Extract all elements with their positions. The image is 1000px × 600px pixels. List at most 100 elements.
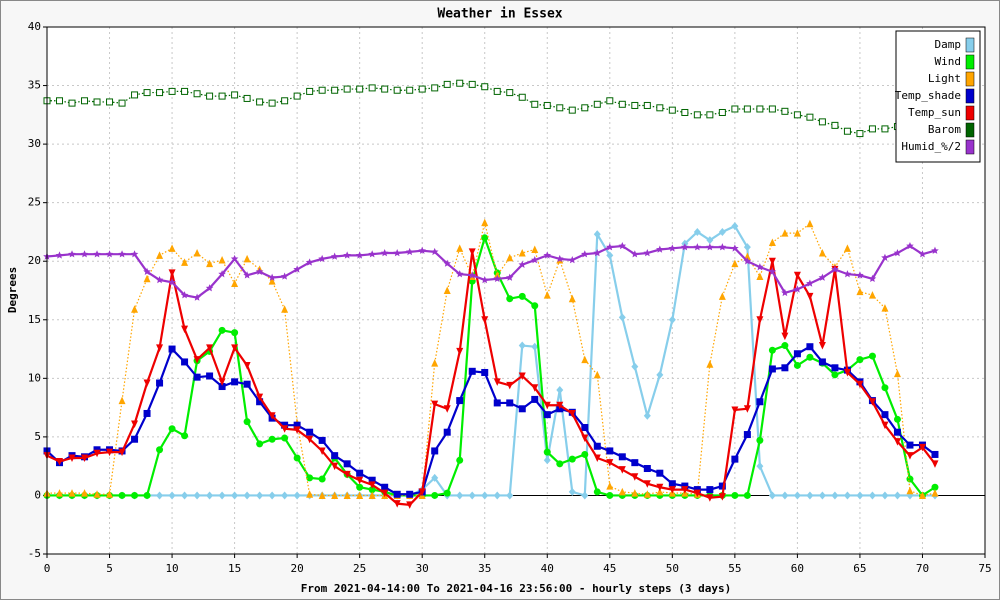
data-point bbox=[618, 313, 626, 322]
data-point bbox=[781, 491, 789, 500]
data-point bbox=[131, 491, 139, 499]
data-point bbox=[156, 491, 164, 500]
data-point bbox=[668, 480, 676, 488]
data-point bbox=[143, 267, 151, 275]
data-point bbox=[543, 291, 551, 299]
data-point bbox=[455, 270, 464, 278]
data-point bbox=[706, 243, 714, 251]
data-point bbox=[193, 293, 201, 301]
y-tick-label: 25 bbox=[28, 196, 41, 209]
data-point bbox=[806, 292, 814, 301]
data-point bbox=[281, 425, 289, 433]
data-point bbox=[831, 364, 839, 372]
data-point bbox=[243, 271, 251, 279]
x-tick-label: 40 bbox=[541, 562, 554, 575]
data-point bbox=[893, 438, 901, 446]
data-point bbox=[93, 250, 101, 258]
legend-swatch bbox=[965, 71, 975, 87]
data-point bbox=[868, 398, 876, 406]
x-tick-label: 20 bbox=[291, 562, 304, 575]
x-tick-label: 55 bbox=[728, 562, 741, 575]
data-point bbox=[931, 450, 939, 458]
x-axis-title: From 2021-04-14:00 To 2021-04-16 23:56:0… bbox=[301, 582, 731, 595]
data-point bbox=[156, 251, 164, 259]
data-point bbox=[868, 291, 876, 299]
data-point bbox=[568, 106, 576, 114]
data-point bbox=[756, 398, 764, 406]
data-point bbox=[393, 86, 401, 94]
data-point bbox=[418, 246, 427, 254]
data-point bbox=[531, 384, 539, 392]
data-point bbox=[105, 250, 114, 258]
data-point bbox=[368, 476, 376, 484]
data-point bbox=[306, 490, 314, 498]
data-point bbox=[381, 85, 389, 93]
data-point bbox=[618, 453, 626, 461]
data-point bbox=[631, 473, 639, 481]
data-point bbox=[356, 476, 364, 485]
data-point bbox=[818, 249, 826, 257]
x-tick-label: 10 bbox=[165, 562, 178, 575]
data-point bbox=[893, 249, 902, 257]
data-point bbox=[918, 443, 926, 452]
data-point bbox=[306, 435, 314, 444]
plot-frame bbox=[46, 26, 986, 555]
data-point bbox=[918, 491, 926, 499]
data-point bbox=[331, 86, 339, 94]
data-point bbox=[693, 243, 702, 251]
data-point bbox=[781, 342, 789, 350]
data-point bbox=[606, 447, 614, 455]
data-point bbox=[518, 260, 527, 268]
data-point bbox=[355, 251, 364, 259]
data-point bbox=[481, 83, 489, 91]
data-point bbox=[543, 251, 552, 259]
x-tick-label: 25 bbox=[353, 562, 366, 575]
data-point bbox=[456, 491, 464, 500]
data-point bbox=[618, 466, 626, 474]
data-point bbox=[531, 245, 539, 254]
data-point bbox=[906, 486, 914, 495]
data-point bbox=[781, 364, 789, 372]
data-point bbox=[881, 253, 889, 261]
data-point bbox=[318, 475, 326, 483]
data-point bbox=[218, 326, 226, 334]
data-point bbox=[168, 87, 176, 95]
data-point bbox=[793, 111, 801, 119]
data-point bbox=[493, 491, 501, 500]
data-point bbox=[643, 490, 651, 498]
data-point bbox=[268, 277, 276, 285]
data-point bbox=[93, 490, 101, 498]
data-point bbox=[881, 125, 889, 133]
data-point bbox=[768, 491, 776, 500]
data-point bbox=[906, 475, 914, 483]
data-point bbox=[268, 491, 276, 500]
data-point bbox=[256, 491, 264, 500]
data-point bbox=[706, 360, 714, 368]
series-layer bbox=[43, 79, 939, 509]
data-point bbox=[931, 489, 939, 497]
data-point bbox=[768, 365, 776, 373]
data-point bbox=[931, 460, 939, 468]
data-point bbox=[731, 244, 739, 252]
data-point bbox=[793, 229, 801, 237]
data-point bbox=[643, 249, 652, 257]
series-line bbox=[46, 251, 936, 506]
data-point bbox=[906, 452, 914, 460]
data-point bbox=[868, 125, 876, 133]
data-point bbox=[156, 446, 164, 454]
legend-swatch bbox=[965, 105, 975, 121]
data-point bbox=[843, 270, 852, 278]
data-point bbox=[256, 440, 264, 448]
data-point bbox=[668, 244, 677, 252]
data-point bbox=[793, 491, 801, 500]
y-tick-label: -5 bbox=[28, 547, 41, 560]
data-point bbox=[656, 483, 664, 492]
data-point bbox=[193, 356, 201, 364]
data-point bbox=[431, 473, 439, 482]
x-tick-label: 30 bbox=[416, 562, 429, 575]
data-point bbox=[518, 249, 526, 257]
data-point bbox=[331, 491, 339, 499]
data-point bbox=[68, 489, 76, 497]
